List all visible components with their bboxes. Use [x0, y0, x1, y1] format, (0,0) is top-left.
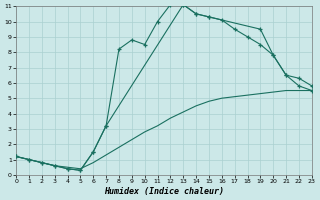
- X-axis label: Humidex (Indice chaleur): Humidex (Indice chaleur): [104, 187, 224, 196]
